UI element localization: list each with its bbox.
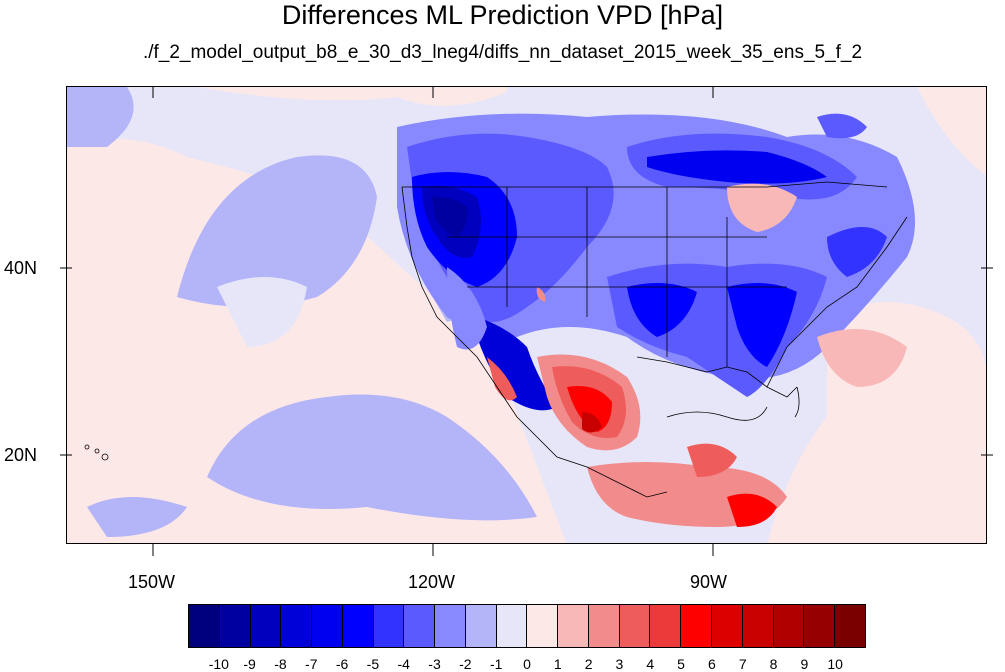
colorbar-swatch [681, 605, 713, 647]
colorbar-swatch [342, 605, 374, 647]
colorbar-swatch [404, 605, 436, 647]
colorbar-label: -1 [489, 656, 503, 672]
colorbar-label: 8 [769, 656, 778, 672]
colorbar-swatch [281, 605, 313, 647]
colorbar-swatch [465, 605, 497, 647]
colorbar-swatch [219, 605, 251, 647]
colorbar-swatch [250, 605, 282, 647]
colorbar-label: -10 [208, 656, 229, 672]
hawaii-islands [84, 444, 109, 461]
colorbar-label: 3 [615, 656, 624, 672]
map-panel [66, 86, 987, 544]
lat-label-20n: 20N [4, 445, 38, 465]
colorbar-label: 9 [800, 656, 809, 672]
colorbar-label: -7 [305, 656, 318, 672]
lon-label-90w: 90W [690, 572, 728, 592]
colorbar-label: -6 [335, 656, 349, 672]
colorbar-swatch [527, 605, 559, 647]
colorbar-swatch [835, 605, 865, 647]
colorbar-label: 10 [827, 656, 843, 672]
colorbar-label: -9 [243, 656, 256, 672]
lon-label-120w: 120W [408, 572, 456, 592]
colorbar-swatch [496, 605, 528, 647]
colorbar-swatch [588, 605, 620, 647]
colorbar-label: 4 [646, 656, 655, 672]
colorbar-swatch [373, 605, 405, 647]
colorbar-label: -2 [459, 656, 472, 672]
colorbar [188, 604, 866, 648]
lat-label-40n: 40N [4, 258, 38, 278]
colorbar-swatch [742, 605, 774, 647]
plot-subtitle: ./f_2_model_output_b8_e_30_d3_lneg4/diff… [142, 42, 863, 63]
colorbar-label: 0 [523, 656, 531, 672]
colorbar-label: 1 [553, 656, 562, 672]
colorbar-swatch [558, 605, 589, 647]
colorbar-swatch [712, 605, 743, 647]
colorbar-label: 5 [677, 656, 685, 672]
colorbar-swatch [435, 605, 466, 647]
colorbar-swatch [312, 605, 343, 647]
colorbar-label: 7 [738, 656, 747, 672]
lon-label-150w: 150W [128, 572, 176, 592]
land-negative-regions [397, 113, 915, 411]
colorbar-label: -5 [366, 656, 380, 672]
map-canvas [67, 87, 986, 543]
colorbar-swatch [650, 605, 682, 647]
colorbar-label: 6 [708, 656, 716, 672]
land-positive-regions [487, 183, 907, 527]
boundary-lines [401, 181, 908, 498]
colorbar-label: -8 [274, 656, 287, 672]
plot-title: Differences ML Prediction VPD [hPa] [281, 0, 724, 30]
colorbar-swatch [619, 605, 651, 647]
colorbar-swatch [189, 605, 220, 647]
ocean-near-zero [217, 277, 307, 347]
colorbar-label: 2 [584, 656, 593, 672]
colorbar-swatch [804, 605, 836, 647]
colorbar-label: -4 [397, 656, 410, 672]
colorbar-swatch [773, 605, 805, 647]
colorbar-label: -3 [428, 656, 441, 672]
ocean-negative-regions [67, 87, 537, 537]
